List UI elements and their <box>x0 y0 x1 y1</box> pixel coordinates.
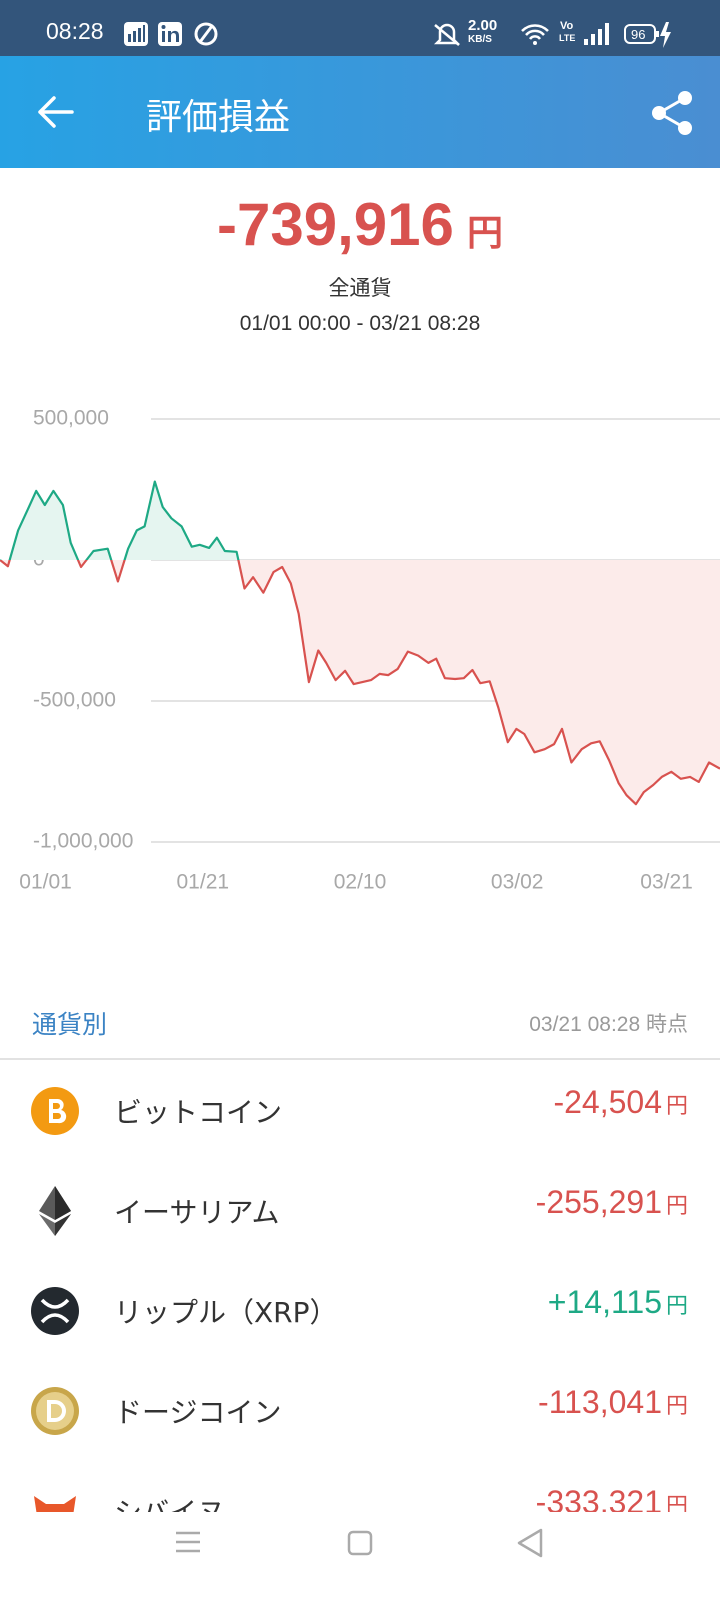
page-title: 評価損益 <box>146 97 291 138</box>
x-tick-label: 01/21 <box>177 871 230 894</box>
pl-chart: 500,0000-500,000-1,000,00001/0101/2102/1… <box>0 407 720 894</box>
scope-label: 全通貨 <box>328 276 392 300</box>
x-tick-label: 03/02 <box>491 871 544 894</box>
section-title: 通貨別 <box>32 1010 108 1039</box>
pl-value: -333,321 <box>535 1484 662 1512</box>
currency-pl: -255,291 円 <box>536 1184 688 1221</box>
nav-icons <box>176 1528 543 1558</box>
pl-unit: 円 <box>665 1394 688 1419</box>
volte-top: Vo <box>560 20 574 32</box>
timestamp: 03/21 08:28 時点 <box>529 1013 688 1036</box>
currency-name: ビットコイン <box>114 1096 283 1129</box>
volte-bottom: LTE <box>559 33 576 43</box>
share-button[interactable] <box>650 90 696 136</box>
bitcoin-icon <box>31 1087 79 1135</box>
net-speed-unit: KB/S <box>468 34 492 45</box>
back-button[interactable] <box>36 92 76 132</box>
currency-name: リップル（XRP） <box>114 1296 338 1329</box>
currency-row[interactable]: ドージコイン -113,041 円 <box>0 1360 720 1460</box>
currency-pl: -333,321 円 <box>536 1484 688 1512</box>
currency-row[interactable]: イーサリアム -255,291 円 <box>0 1160 720 1260</box>
divider <box>0 1058 720 1060</box>
battery-icon <box>624 22 671 48</box>
currency-name: イーサリアム <box>114 1196 280 1229</box>
y-tick-label: -500,000 <box>33 689 116 712</box>
area <box>0 481 720 805</box>
status-bar: 08:28 2.00 KB/S Vo LTE 96 <box>0 0 720 56</box>
currency-name: ドージコイン <box>114 1396 282 1429</box>
currency-pl: -24,504 円 <box>553 1084 688 1121</box>
clock: 08:28 <box>46 18 104 44</box>
pl-value: -113,041 <box>538 1384 662 1420</box>
pl-unit: 円 <box>665 1294 688 1319</box>
total-value: -739,916 <box>217 191 454 258</box>
menu-button[interactable] <box>176 1531 200 1553</box>
shiba-icon <box>34 1496 76 1512</box>
y-tick-label: -1,000,000 <box>33 830 133 853</box>
line <box>0 480 720 806</box>
nav-bar <box>0 1512 720 1600</box>
notification-icons <box>124 22 218 46</box>
currency-list: ビットコイン -24,504 円 イーサリアム -255,291 円 リップル（XR… <box>0 1060 720 1512</box>
x-tick-label: 01/01 <box>19 871 72 894</box>
pl-unit: 円 <box>665 1094 688 1119</box>
pl-value: +14,115 <box>547 1284 662 1320</box>
wifi-icon <box>521 24 549 45</box>
y-tick-label: 500,000 <box>33 407 109 430</box>
net-speed: 2.00 <box>468 17 498 34</box>
home-button[interactable] <box>347 1530 373 1556</box>
ethereum-icon <box>39 1186 71 1236</box>
pl-unit: 円 <box>665 1194 688 1219</box>
xrp-icon <box>31 1287 79 1335</box>
currency-name: シバイヌ <box>114 1491 225 1512</box>
app-bar: 評価損益 <box>0 56 720 168</box>
x-tick-label: 02/10 <box>334 871 387 894</box>
back-nav-button[interactable] <box>517 1528 543 1558</box>
battery-level: 96 <box>631 27 646 42</box>
pl-value: -24,504 <box>553 1084 662 1120</box>
currency-row[interactable]: リップル（XRP） +14,115 円 <box>0 1260 720 1360</box>
signal-icon <box>584 23 609 45</box>
currency-pl: +14,115 円 <box>548 1284 688 1321</box>
total-unit: 円 <box>466 213 503 254</box>
dogecoin-icon <box>31 1387 79 1435</box>
mute-icon <box>433 23 461 46</box>
pl-unit: 円 <box>665 1494 688 1512</box>
period: 01/01 00:00 - 03/21 08:28 <box>239 312 481 335</box>
x-tick-label: 03/21 <box>640 871 693 894</box>
currency-row[interactable]: ビットコイン -24,504 円 <box>0 1060 720 1160</box>
pl-value: -255,291 <box>535 1184 662 1220</box>
currency-pl: -113,041 円 <box>538 1384 688 1421</box>
summary: -739,916 円 <box>0 190 720 259</box>
